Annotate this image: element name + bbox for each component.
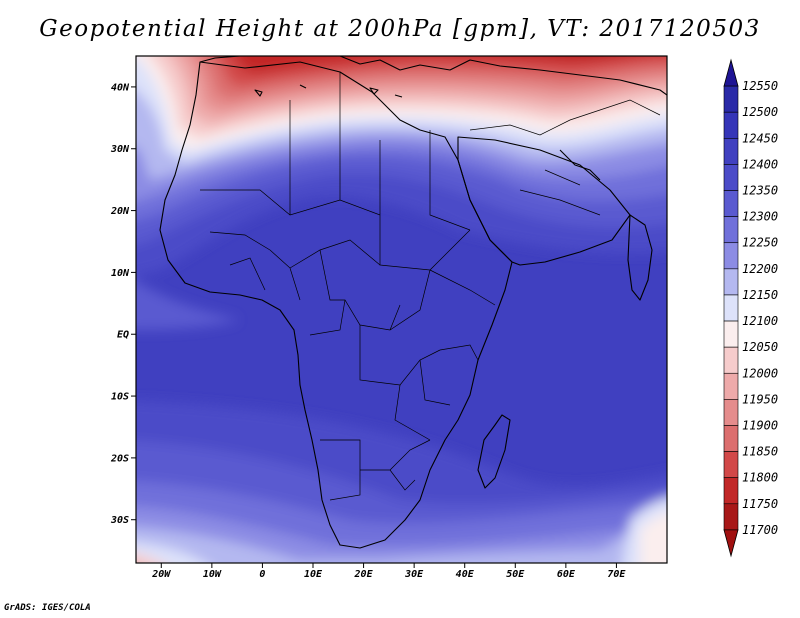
latitude-axis: 40N 30N 20N 10N EQ 10S 20S 30S [110,82,136,526]
lat-tick-label: 30S [110,515,129,526]
colorbar-level-label: 12400 [742,157,778,171]
colorbar-swatch [723,164,739,191]
contour-band-12050-sw [136,553,161,563]
colorbar-swatch [723,399,739,426]
contour-band-12050-se [640,512,667,563]
arabia-coastline [457,136,631,266]
colorbar-bottom-arrow [723,529,739,558]
lat-tick-label: 20S [110,453,129,464]
colorbar-swatch [723,372,739,400]
lon-tick-label: 40E [456,569,475,580]
colorbar-swatch [723,190,739,217]
colorbar-swatch [723,268,739,296]
contour-band-12150 [136,521,667,563]
colorbar-level-label: 12550 [742,79,778,93]
lon-tick-label: 30E [404,569,424,580]
colorbar-level-label: 12050 [742,340,778,354]
contour-band-11750-n [233,56,648,74]
colorbar-level-label: 12500 [742,105,778,119]
lat-tick-label: 10S [111,392,129,403]
lat-tick-label: 10N [111,268,130,279]
colorbar-swatch [723,111,739,139]
height-field [136,40,690,563]
colorbar-swatch [723,294,739,322]
lon-tick-label: 20W [151,569,171,580]
lon-tick-label: 50E [506,569,525,580]
east-africa-borders [394,269,496,441]
colorbar: 12550 12500 12450 12400 12350 12300 12250 12200… [723,58,778,558]
colorbar-swatch [723,425,739,452]
colorbar-level-label: 11950 [742,392,778,406]
colorbar-swatch [723,85,739,113]
west-africa-borders [209,231,381,301]
colorbar-level-label: 11800 [742,471,778,485]
contour-band-12200 [136,506,667,563]
sahara-borders [200,72,471,271]
map-title: Geopotential Height at 200hPa [gpm], VT:… [39,16,761,42]
lon-tick-label: 0 [259,569,265,580]
coastlines [159,56,667,549]
colorbar-level-label: 12100 [742,314,778,328]
colorbar-swatch [723,216,739,244]
country-borders [200,72,661,501]
europe-coastline [199,56,667,96]
mediterranean-islands [254,84,403,98]
colorbar-level-label: 11750 [742,497,778,511]
colorbar-swatch [723,346,739,374]
plot-frame [135,55,668,564]
contour-band-11700-n [420,40,690,54]
contour-band-12100-sw [136,541,205,563]
grads-credit: GrADS: IGES/COLA [4,603,91,613]
colorbar-level-label: 12450 [742,131,778,145]
colorbar-top-arrow [723,58,739,87]
lon-tick-label: 10W [203,569,222,580]
lat-tick-label: 40N [111,82,130,93]
longitude-axis: 20W 10W 0 10E 20E 30E 40E 50E 60E 70E [151,563,626,580]
africa-coastline [159,61,513,549]
colorbar-swatch [723,451,739,478]
colorbar-swatch [723,503,739,531]
india-coastline [627,214,653,301]
colorbar-level-label: 11700 [742,523,778,537]
lat-tick-label: 30N [110,144,130,155]
colorbar-level-label: 12200 [742,262,778,276]
lon-tick-label: 70E [607,569,626,580]
middle-east-borders [469,99,661,216]
colorbar-level-label: 12250 [742,236,778,250]
colorbar-level-label: 12150 [742,288,778,302]
colorbar-swatch [723,242,739,270]
lon-tick-label: 10E [304,569,323,580]
lat-tick-label: 20N [110,206,130,217]
southern-africa-borders [320,439,431,501]
colorbar-level-label: 12300 [742,210,778,224]
colorbar-level-label: 12000 [742,366,778,380]
colorbar-level-label: 12350 [742,184,778,198]
lon-tick-label: 60E [557,569,576,580]
persian-gulf [559,149,601,181]
colorbar-swatch [723,320,739,348]
colorbar-level-label: 11850 [742,445,778,459]
colorbar-swatch [723,477,739,505]
lon-tick-label: 20E [354,569,374,580]
contour-band-12300-eq [136,280,240,330]
colorbar-level-label: 11900 [742,418,778,432]
madagascar-coastline [477,414,511,489]
lat-tick-label: EQ [117,330,129,341]
colorbar-swatch [723,138,739,165]
